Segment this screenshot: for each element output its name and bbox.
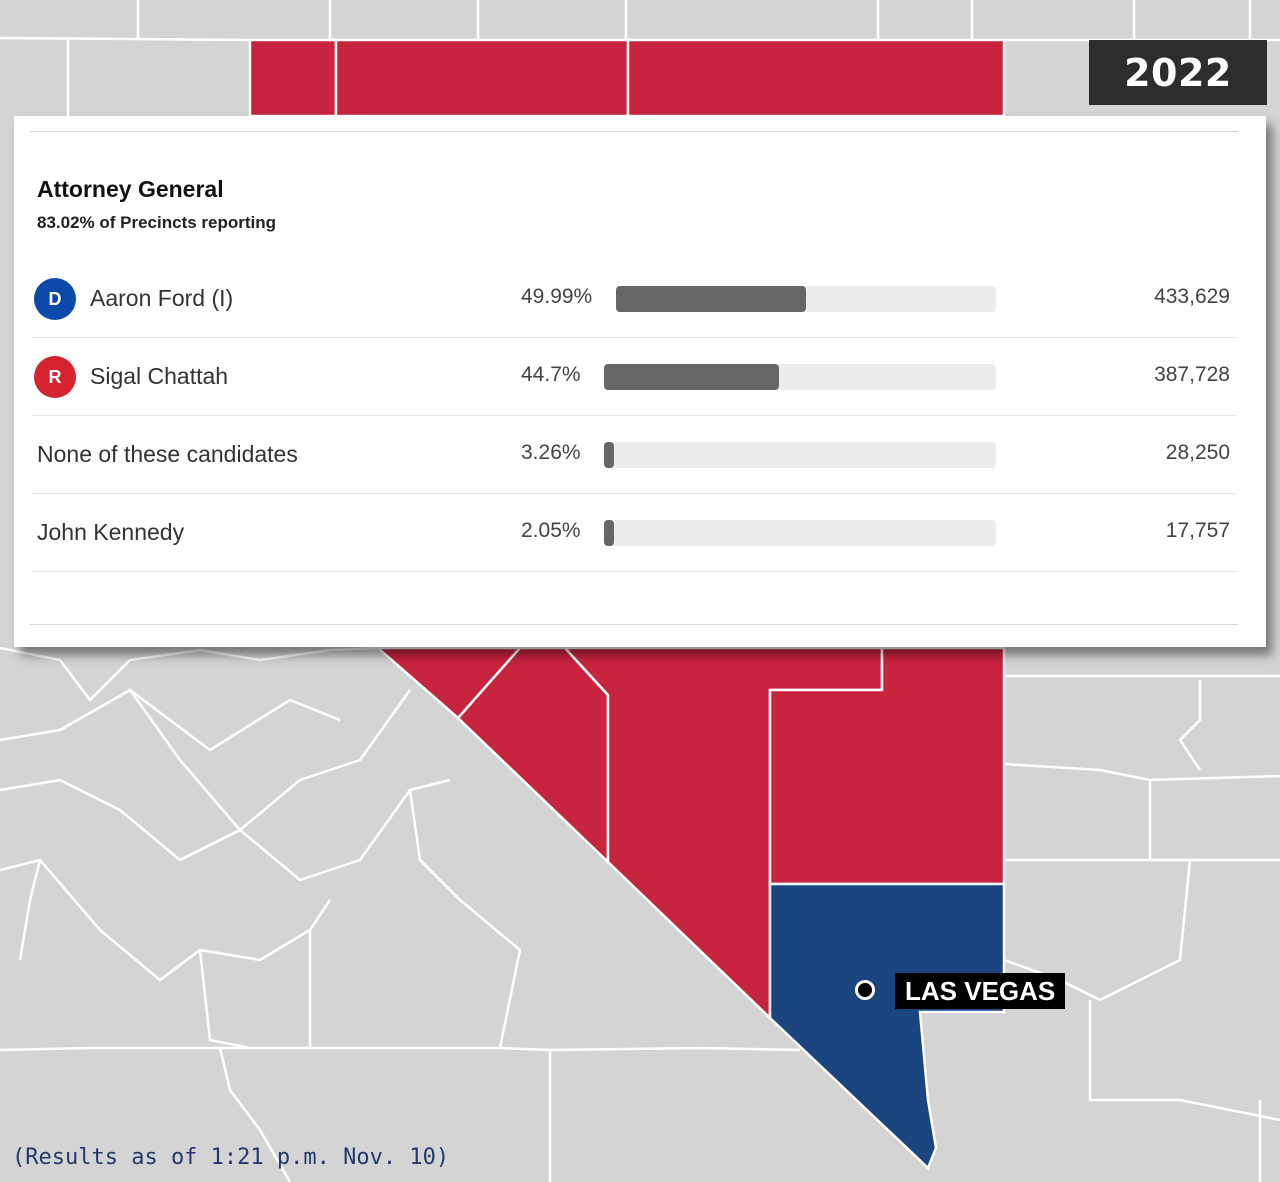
candidate-name: Sigal Chattah [90, 363, 229, 389]
vote-share-fill [604, 442, 614, 468]
candidate-votes: 433,629 [1154, 285, 1230, 308]
democrat-county [768, 882, 1006, 1171]
candidate-votes: 17,757 [1165, 519, 1230, 542]
vote-share-fill [616, 286, 806, 312]
candidate-name: None of these candidates [37, 441, 298, 467]
vote-share-bar [604, 520, 996, 546]
results-card: Attorney General 83.02% of Precincts rep… [14, 116, 1266, 647]
vote-share-fill [604, 520, 614, 546]
candidate-percent: 2.05% [521, 519, 581, 542]
republican-counties [248, 38, 1006, 1021]
republican-party-badge: R [34, 356, 76, 398]
card-divider-top [30, 131, 1238, 132]
candidate-row-ford: D Aaron Ford (I) 49.99% 433,629 [32, 259, 1236, 338]
candidate-row-none: None of these candidates 3.26% 28,250 [32, 415, 1236, 494]
democrat-party-badge: D [34, 278, 76, 320]
race-title: Attorney General [37, 176, 224, 202]
candidate-percent: 44.7% [521, 363, 581, 386]
card-divider-bottom [30, 624, 1238, 625]
city-label: LAS VEGAS [895, 973, 1066, 1009]
city-marker-icon [855, 980, 875, 1000]
results-timestamp: (Results as of 1:21 p.m. Nov. 10) [12, 1145, 450, 1170]
candidate-name: John Kennedy [37, 519, 185, 545]
precincts-reporting: 83.02% of Precincts reporting [37, 213, 277, 232]
candidate-percent: 49.99% [521, 285, 593, 308]
candidate-votes: 28,250 [1165, 441, 1230, 464]
candidate-name: Aaron Ford (I) [90, 285, 234, 311]
vote-share-bar [604, 442, 996, 468]
year-badge: 2022 [1089, 40, 1267, 105]
vote-share-fill [604, 364, 780, 390]
candidate-votes: 387,728 [1154, 363, 1230, 386]
vote-share-bar [604, 364, 996, 390]
candidate-row-chattah: R Sigal Chattah 44.7% 387,728 [32, 337, 1236, 416]
candidate-percent: 3.26% [521, 441, 581, 464]
candidate-row-kennedy: John Kennedy 2.05% 17,757 [32, 493, 1236, 572]
vote-share-bar [616, 286, 996, 312]
